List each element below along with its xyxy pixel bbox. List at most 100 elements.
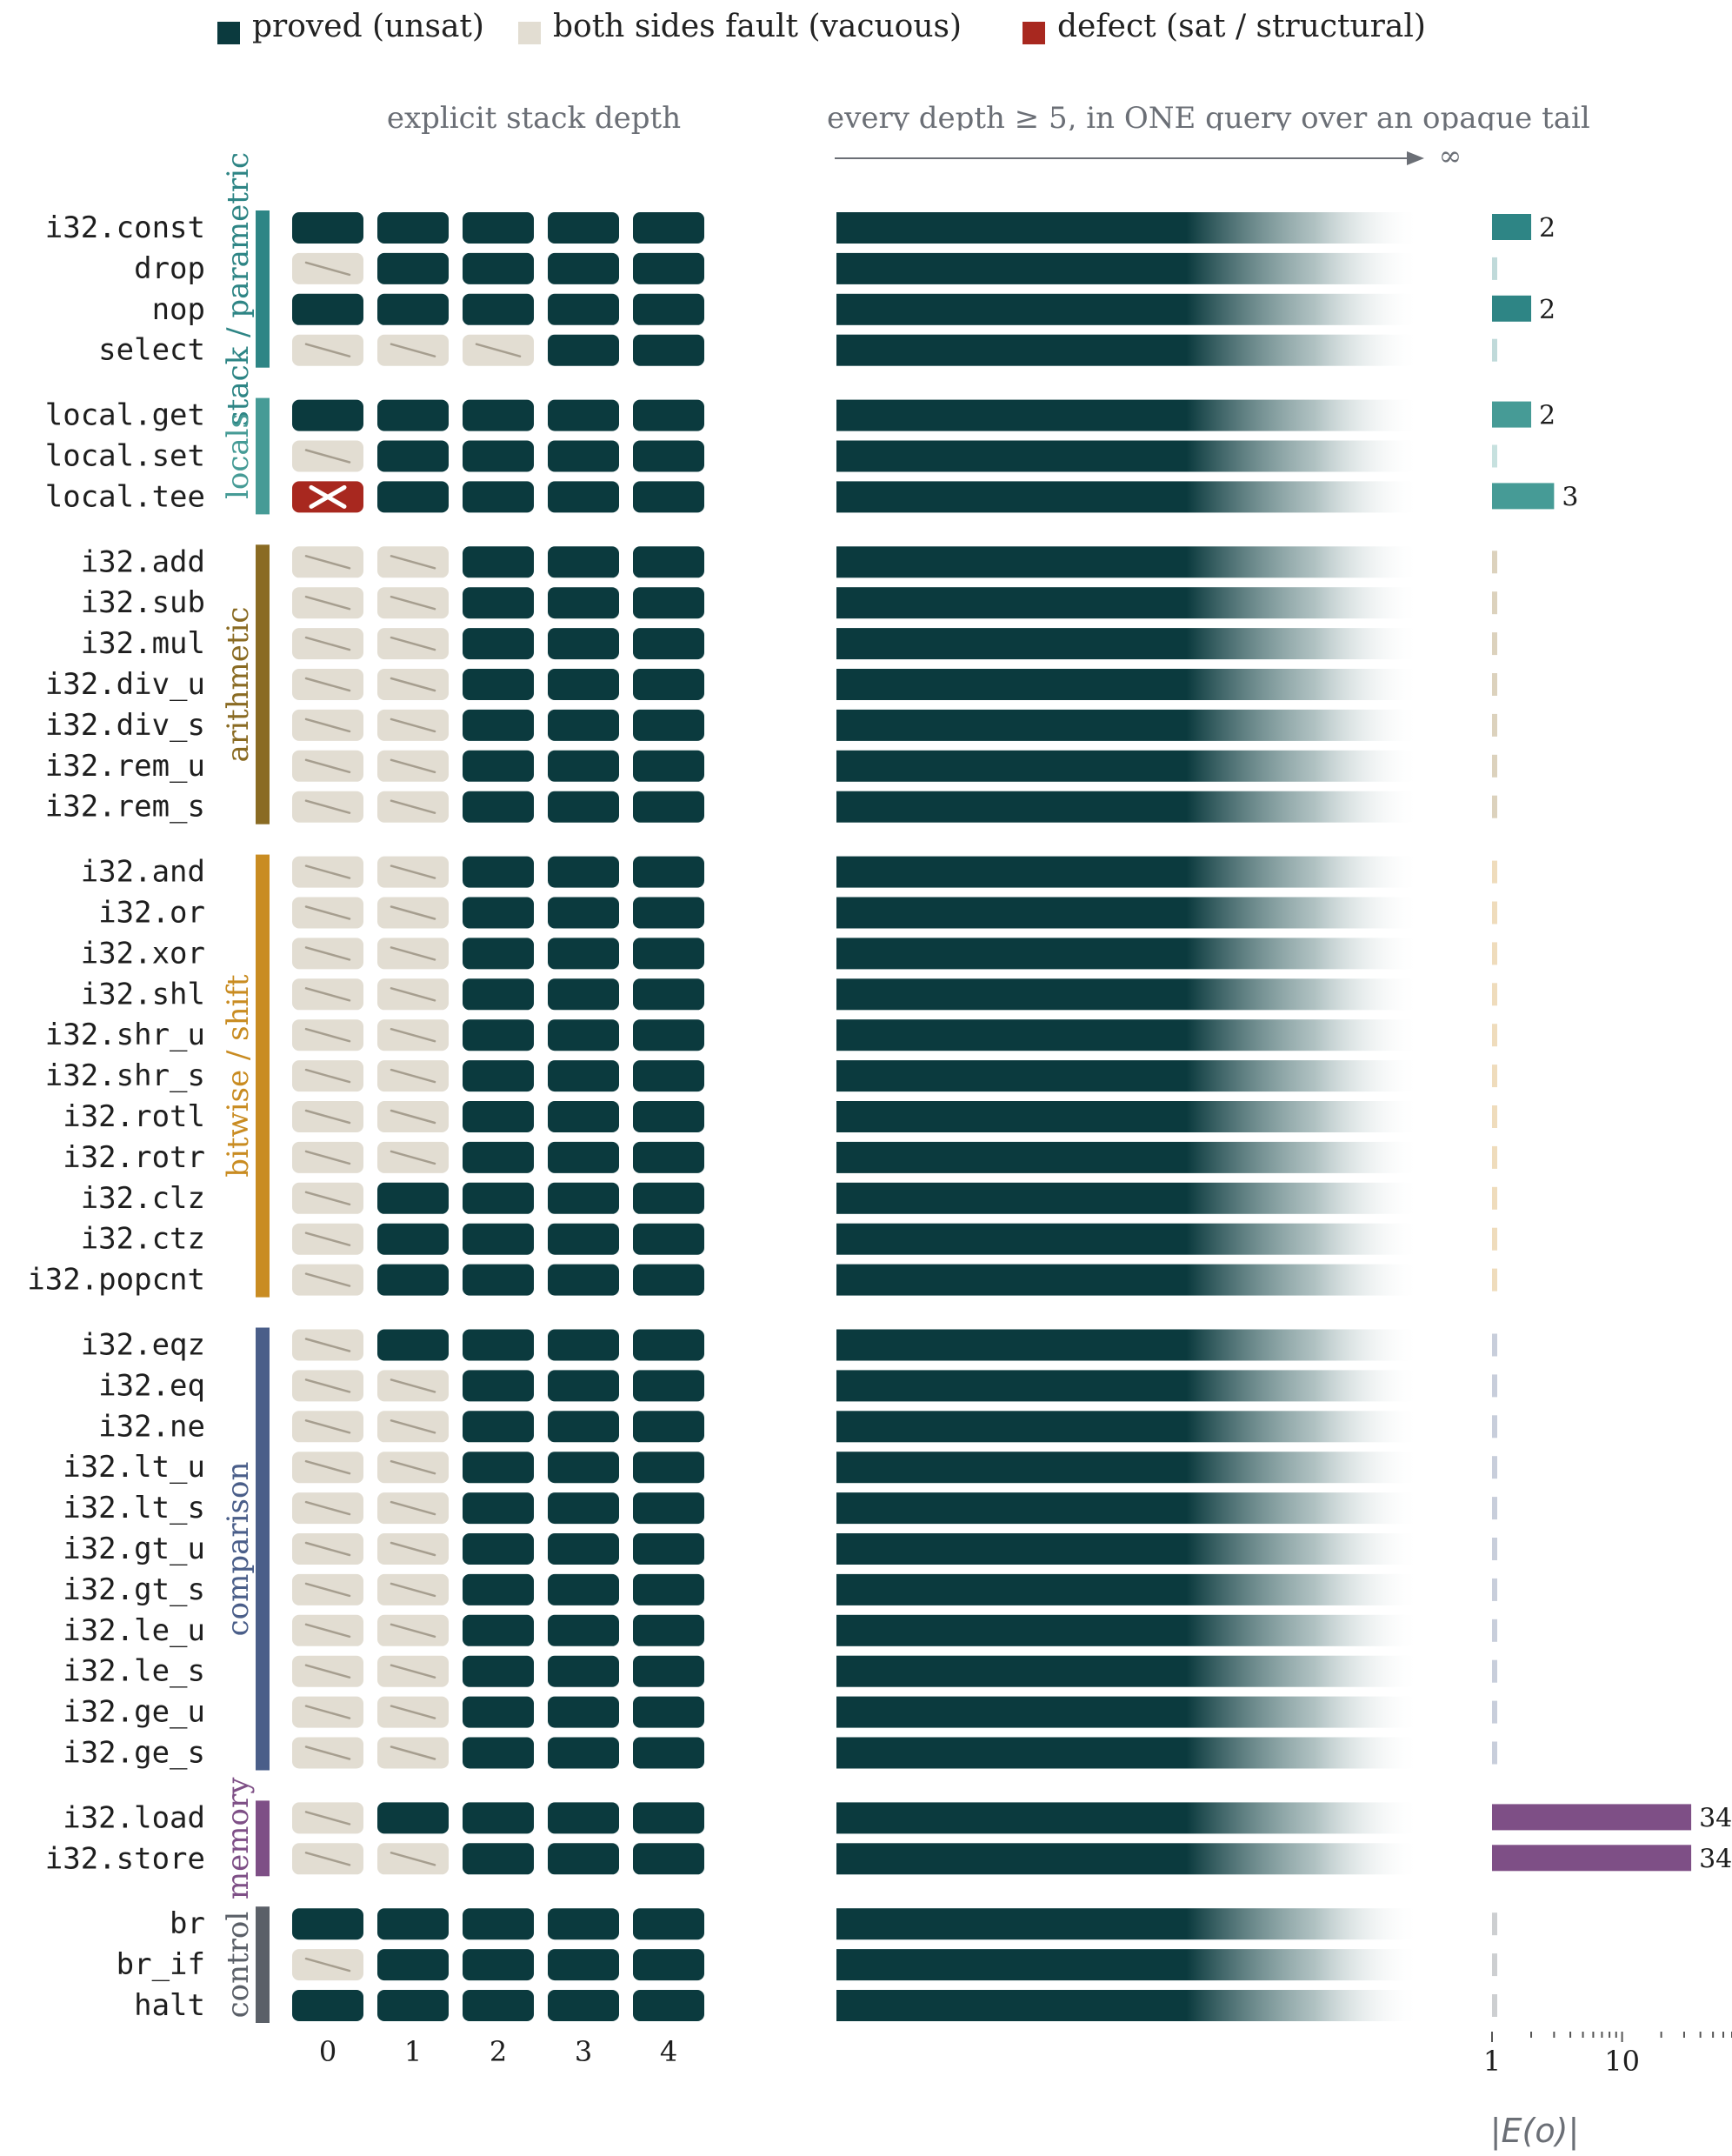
equation-stub	[1492, 1578, 1497, 1601]
equation-stub	[1492, 1415, 1497, 1438]
cell-proved	[633, 1492, 704, 1525]
cell-proved	[548, 1019, 619, 1051]
cell-proved	[463, 1696, 534, 1728]
equation-count-label: 3	[1562, 482, 1578, 512]
vacuous-slash	[304, 1109, 351, 1125]
group-bar	[256, 854, 270, 1298]
equation-stub	[1492, 901, 1497, 924]
cell-proved	[377, 212, 449, 244]
equation-stub	[1492, 983, 1497, 1006]
table-row: local.tee 3	[45, 479, 1579, 514]
op-label: i32.shr_u	[45, 1018, 205, 1052]
cell-proved	[633, 399, 704, 431]
op-label: i32.ne	[98, 1409, 205, 1444]
cell-proved	[548, 1264, 619, 1296]
op-label: i32.add	[81, 544, 205, 579]
op-label: i32.popcnt	[27, 1263, 205, 1298]
side-axis: 1 10 |E(o)|	[1483, 2031, 1732, 2151]
cell-proved	[633, 1411, 704, 1443]
cell-proved	[633, 1370, 704, 1402]
vacuous-slash	[390, 1459, 436, 1475]
side-tick-label: 10	[1604, 2045, 1640, 2078]
equation-stub	[1492, 551, 1497, 574]
cell-proved	[548, 252, 619, 284]
equation-bar	[1492, 401, 1532, 428]
table-row: i32.div_u	[45, 667, 1497, 702]
cell-proved	[292, 1990, 363, 2021]
vacuous-slash	[304, 1191, 351, 1206]
equation-stub	[1492, 1994, 1497, 2017]
equation-stub	[1492, 1145, 1497, 1169]
op-label: i32.shr_s	[45, 1058, 205, 1093]
table-row: local.get 2	[45, 398, 1555, 433]
vacuous-slash	[304, 1745, 351, 1760]
table-row: i32.sub	[81, 585, 1497, 620]
cell-proved	[463, 1264, 534, 1296]
vacuous-slash	[390, 1852, 436, 1866]
cell-proved	[633, 669, 704, 700]
table-row: br_if	[117, 1947, 1497, 1982]
vacuous-slash	[390, 1150, 436, 1165]
vacuous-slash	[304, 677, 351, 692]
op-label: i32.rotr	[63, 1140, 205, 1175]
group-label: memory	[221, 1777, 256, 1899]
cell-proved	[463, 1329, 534, 1361]
infinity-symbol: ∞	[1439, 139, 1462, 172]
cell-proved	[633, 1990, 704, 2021]
tail-bar-proved	[836, 1908, 1420, 1940]
legend-label-proved: proved (unsat)	[252, 9, 484, 44]
cell-proved	[463, 1655, 534, 1687]
equation-bar	[1492, 295, 1532, 322]
table-row: i32.rem_u	[45, 749, 1497, 784]
vacuous-slash	[304, 1068, 351, 1084]
cell-proved	[633, 709, 704, 741]
op-label: i32.le_u	[63, 1613, 205, 1648]
side-tick-label: 1	[1483, 2045, 1501, 2078]
op-label: local.set	[45, 439, 205, 474]
tail-bar-proved	[836, 1329, 1420, 1361]
cell-proved	[292, 399, 363, 431]
tail-bar-proved	[836, 1370, 1420, 1402]
cell-proved	[377, 1329, 449, 1361]
depth-tick-label: 3	[575, 2035, 592, 2068]
cell-proved	[377, 1990, 449, 2021]
cell-proved	[377, 1223, 449, 1255]
op-label: i32.div_s	[45, 708, 205, 743]
cell-proved	[633, 1060, 704, 1092]
cell-proved	[548, 1223, 619, 1255]
cell-proved	[463, 293, 534, 325]
cell-proved	[548, 334, 619, 366]
cell-proved	[633, 1019, 704, 1051]
vacuous-slash	[390, 946, 436, 961]
op-label: i32.eq	[98, 1368, 205, 1403]
vacuous-slash	[304, 1272, 351, 1287]
equation-stub	[1492, 338, 1497, 362]
equation-stub	[1492, 632, 1497, 656]
cell-proved	[633, 1452, 704, 1484]
cell-proved	[548, 709, 619, 741]
cell-proved	[548, 1411, 619, 1443]
cell-proved	[463, 1182, 534, 1214]
tail-panel-title: every depth ≥ 5, in ONE query over an op…	[827, 101, 1590, 136]
op-label: nop	[152, 292, 205, 327]
vacuous-slash	[390, 1664, 436, 1679]
vacuous-slash	[390, 555, 436, 570]
tail-bar-proved	[836, 1492, 1420, 1525]
cell-proved	[463, 1990, 534, 2021]
op-label: i32.and	[81, 855, 205, 890]
cell-proved	[633, 1101, 704, 1132]
cell-proved	[633, 481, 704, 513]
cell-proved	[633, 1908, 704, 1940]
cell-proved	[633, 1696, 704, 1728]
cell-proved	[633, 440, 704, 472]
equation-stub	[1492, 860, 1497, 884]
op-label: i32.sub	[81, 585, 205, 620]
cell-proved	[377, 399, 449, 431]
table-row: i32.ne	[98, 1409, 1497, 1444]
cell-proved	[633, 1802, 704, 1834]
vacuous-slash	[390, 636, 436, 651]
table-row: i32.ctz	[81, 1222, 1497, 1257]
equation-stub	[1492, 1268, 1497, 1292]
op-label: i32.xor	[81, 936, 205, 971]
